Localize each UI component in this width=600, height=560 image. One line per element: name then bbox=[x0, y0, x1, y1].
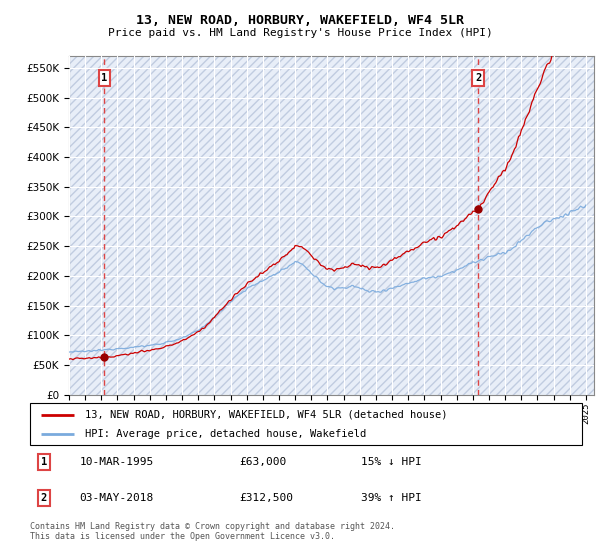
Text: 13, NEW ROAD, HORBURY, WAKEFIELD, WF4 5LR (detached house): 13, NEW ROAD, HORBURY, WAKEFIELD, WF4 5L… bbox=[85, 409, 448, 419]
Text: £63,000: £63,000 bbox=[240, 457, 287, 467]
Text: HPI: Average price, detached house, Wakefield: HPI: Average price, detached house, Wake… bbox=[85, 429, 367, 439]
Text: 2: 2 bbox=[41, 493, 47, 503]
FancyBboxPatch shape bbox=[30, 403, 582, 445]
Text: 13, NEW ROAD, HORBURY, WAKEFIELD, WF4 5LR: 13, NEW ROAD, HORBURY, WAKEFIELD, WF4 5L… bbox=[136, 14, 464, 27]
Text: 15% ↓ HPI: 15% ↓ HPI bbox=[361, 457, 422, 467]
Text: Price paid vs. HM Land Registry's House Price Index (HPI): Price paid vs. HM Land Registry's House … bbox=[107, 28, 493, 38]
Text: £312,500: £312,500 bbox=[240, 493, 294, 503]
Text: 03-MAY-2018: 03-MAY-2018 bbox=[80, 493, 154, 503]
Text: 39% ↑ HPI: 39% ↑ HPI bbox=[361, 493, 422, 503]
Text: Contains HM Land Registry data © Crown copyright and database right 2024.
This d: Contains HM Land Registry data © Crown c… bbox=[30, 522, 395, 542]
Text: 2: 2 bbox=[475, 73, 481, 83]
Text: 1: 1 bbox=[101, 73, 107, 83]
Text: 1: 1 bbox=[41, 457, 47, 467]
Text: 10-MAR-1995: 10-MAR-1995 bbox=[80, 457, 154, 467]
